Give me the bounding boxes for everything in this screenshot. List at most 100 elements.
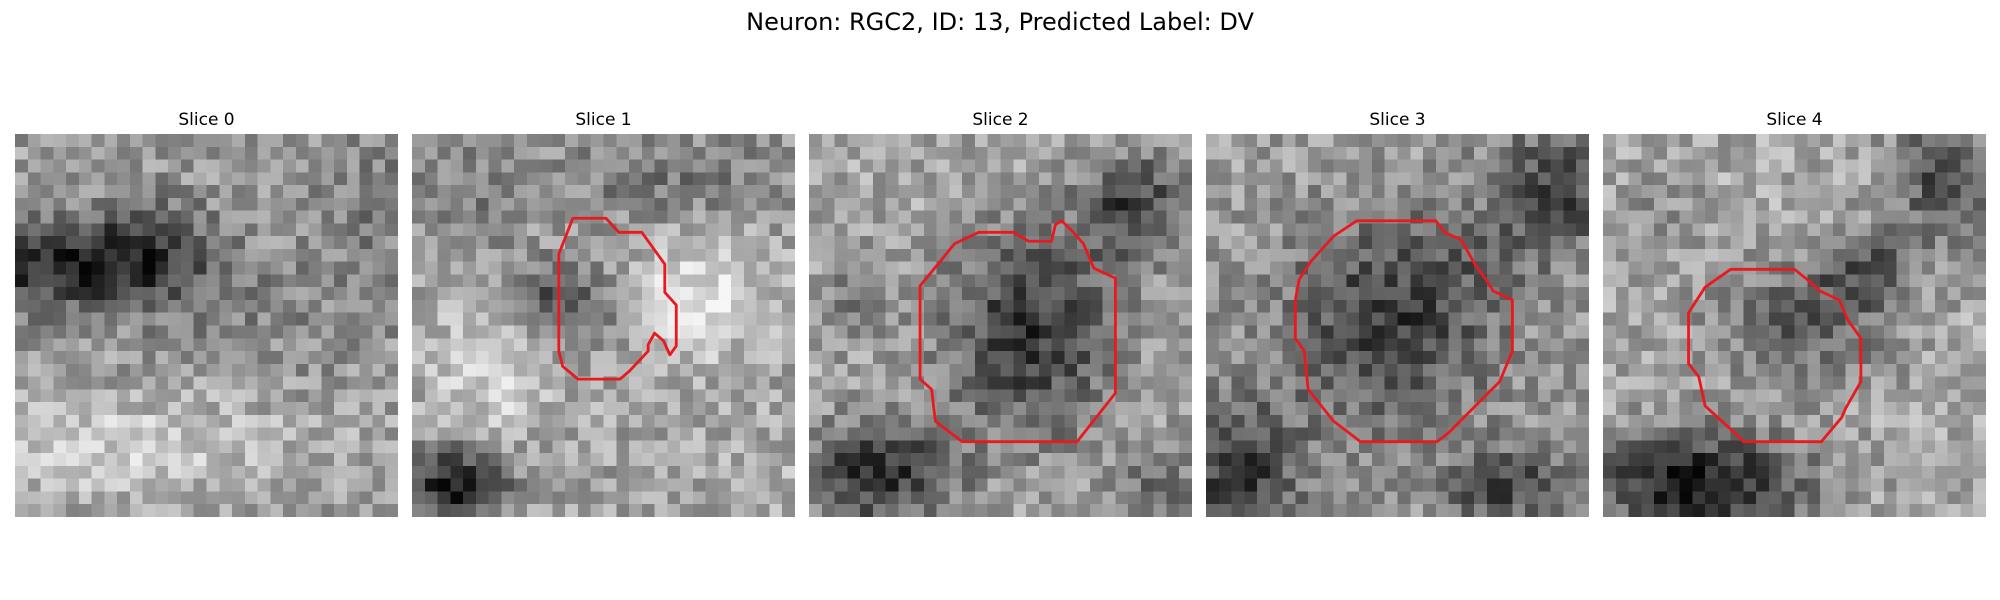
slice-pixel xyxy=(1769,338,1782,351)
slice-pixel xyxy=(347,428,360,441)
slice-pixel xyxy=(680,236,693,249)
slice-pixel xyxy=(1603,402,1616,415)
slice-pixel xyxy=(1179,300,1192,313)
slice-pixel xyxy=(1833,262,1846,275)
slice-pixel xyxy=(1436,262,1449,275)
slice-pixel xyxy=(1743,504,1756,517)
slice-pixel xyxy=(693,249,706,262)
slice-pixel xyxy=(667,389,680,402)
slice-pixel xyxy=(1372,402,1385,415)
slice-pixel xyxy=(1154,147,1167,160)
slice-pixel xyxy=(232,389,245,402)
slice-pixel xyxy=(1616,504,1629,517)
slice-pixel xyxy=(1052,466,1065,479)
slice-pixel xyxy=(1731,491,1744,504)
slice-pixel xyxy=(53,198,66,211)
slice-pixel xyxy=(1232,262,1245,275)
slice-pixel xyxy=(898,338,911,351)
slice-pixel xyxy=(822,236,835,249)
slice-pixel xyxy=(924,351,937,364)
slice-pixel xyxy=(181,364,194,377)
slice-pixel xyxy=(1232,185,1245,198)
slice-pixel xyxy=(1090,351,1103,364)
slice-pixel xyxy=(438,389,451,402)
slice-pixel xyxy=(616,364,629,377)
slice-pixel xyxy=(501,198,514,211)
slice-pixel xyxy=(41,364,54,377)
slice-pixel xyxy=(1769,134,1782,147)
slice-pixel xyxy=(1973,440,1986,453)
slice-pixel xyxy=(706,351,719,364)
slice-pixel xyxy=(1769,172,1782,185)
slice-pixel xyxy=(1731,134,1744,147)
slice-pixel xyxy=(347,134,360,147)
slice-pixel xyxy=(693,415,706,428)
slice-pixel xyxy=(1616,223,1629,236)
slice-pixel xyxy=(1973,287,1986,300)
slice-pixel xyxy=(15,262,28,275)
slice-pixel xyxy=(1052,428,1065,441)
slice-pixel xyxy=(1807,249,1820,262)
slice-pixel xyxy=(578,236,591,249)
slice-pixel xyxy=(219,504,232,517)
slice-pixel xyxy=(1756,504,1769,517)
slice-pixel xyxy=(425,415,438,428)
slice-pixel xyxy=(1795,466,1808,479)
slice-pixel xyxy=(155,402,168,415)
slice-pixel xyxy=(1461,287,1474,300)
slice-pixel xyxy=(591,338,604,351)
slice-pixel xyxy=(616,351,629,364)
slice-pixel xyxy=(1115,249,1128,262)
slice-pixel xyxy=(860,236,873,249)
slice-pixel xyxy=(937,479,950,492)
slice-pixel xyxy=(1563,440,1576,453)
slice-pixel xyxy=(1897,198,1910,211)
slice-pixel xyxy=(194,491,207,504)
slice-pixel xyxy=(769,491,782,504)
slice-pixel xyxy=(1398,326,1411,339)
slice-pixel xyxy=(232,172,245,185)
slice-pixel xyxy=(962,479,975,492)
slice-pixel xyxy=(1884,364,1897,377)
slice-pixel xyxy=(1334,453,1347,466)
slice-pixel xyxy=(1257,428,1270,441)
slice-pixel xyxy=(1616,389,1629,402)
slice-pixel xyxy=(1487,198,1500,211)
slice-pixel xyxy=(540,134,553,147)
slice-pixel xyxy=(1525,274,1538,287)
slice-pixel xyxy=(347,262,360,275)
slice-pixel xyxy=(1321,223,1334,236)
slice-pixel xyxy=(194,236,207,249)
slice-pixel xyxy=(604,389,617,402)
slice-pixel xyxy=(847,185,860,198)
slice-pixel xyxy=(181,287,194,300)
slice-pixel xyxy=(616,274,629,287)
slice-pixel xyxy=(655,236,668,249)
slice-pixel xyxy=(1115,236,1128,249)
slice-pixel xyxy=(1206,134,1219,147)
slice-pixel xyxy=(898,440,911,453)
slice-pixel xyxy=(1398,172,1411,185)
slice-pixel xyxy=(1308,440,1321,453)
slice-pixel xyxy=(1871,491,1884,504)
slice-pixel xyxy=(975,313,988,326)
slice-pixel xyxy=(1410,364,1423,377)
slice-pixel xyxy=(168,389,181,402)
slice-pixel xyxy=(1283,249,1296,262)
slice-pixel xyxy=(270,134,283,147)
slice-pixel xyxy=(1795,479,1808,492)
slice-pixel xyxy=(130,491,143,504)
slice-pixel xyxy=(757,338,770,351)
slice-pixel xyxy=(809,236,822,249)
slice-pixel xyxy=(565,338,578,351)
slice-pixel xyxy=(1321,415,1334,428)
slice-pixel xyxy=(924,211,937,224)
slice-pixel xyxy=(718,198,731,211)
slice-pixel xyxy=(309,287,322,300)
slice-pixel xyxy=(1833,504,1846,517)
slice-pixel xyxy=(1346,389,1359,402)
slice-pixel xyxy=(41,223,54,236)
slice-pixel xyxy=(1743,428,1756,441)
slice-pixel xyxy=(321,338,334,351)
slice-pixel xyxy=(769,198,782,211)
